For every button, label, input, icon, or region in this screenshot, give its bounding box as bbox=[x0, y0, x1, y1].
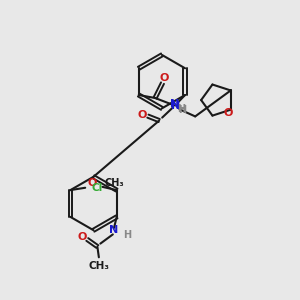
Text: H: H bbox=[178, 106, 187, 116]
Text: O: O bbox=[224, 108, 233, 118]
Text: CH₃: CH₃ bbox=[104, 178, 124, 188]
Text: O: O bbox=[159, 73, 169, 83]
Text: Cl: Cl bbox=[92, 183, 103, 193]
Text: H: H bbox=[177, 104, 185, 114]
Text: N: N bbox=[170, 99, 179, 109]
Text: CH₃: CH₃ bbox=[88, 261, 110, 271]
Text: N: N bbox=[110, 225, 118, 235]
Text: N: N bbox=[171, 101, 181, 111]
Text: O: O bbox=[87, 178, 97, 188]
Text: H: H bbox=[124, 230, 132, 240]
Text: O: O bbox=[78, 232, 87, 242]
Text: O: O bbox=[138, 110, 147, 120]
